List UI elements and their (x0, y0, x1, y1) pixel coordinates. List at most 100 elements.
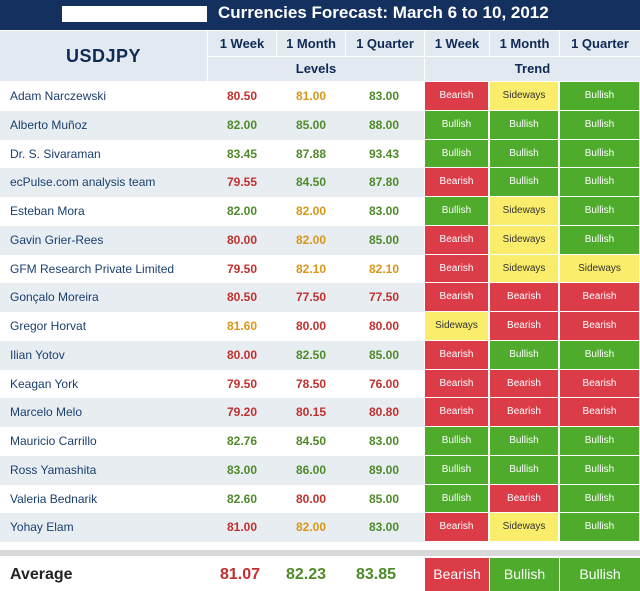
level-value: 82.00 (295, 204, 327, 218)
trend-badge: Bullish (560, 82, 640, 111)
table-row: Gavin Grier-Rees 80.00 82.00 85.00 Bearish Si… (0, 225, 640, 255)
analyst-name: Esteban Mora (10, 204, 85, 218)
trend-badge: Sideways (490, 82, 559, 111)
row-background (0, 369, 424, 399)
trend-badge: Bullish (425, 139, 489, 169)
header-trend-quarter: 1 Quarter (560, 31, 640, 57)
table-row: Adam Narczewski 80.50 81.00 83.00 Bearish Sid… (0, 82, 640, 111)
level-value: 85.00 (368, 232, 400, 247)
average-level-value: 81.07 (219, 566, 261, 583)
analyst-name: Dr. S. Sivaraman (10, 146, 101, 161)
trend-badge: Bullish (490, 168, 559, 197)
analyst-name: Ilian Yotov (10, 347, 65, 362)
trend-badge: Bearish (490, 312, 559, 341)
table-row: Gonçalo Moreira 80.50 77.50 77.50 Bearish Bea… (0, 283, 640, 312)
analyst-name: Yohay Elam (10, 520, 74, 535)
trend-badge: Bullish (560, 225, 640, 255)
level-value: 83.00 (368, 520, 400, 535)
analyst-name: GFM Research Private Limited (10, 261, 175, 276)
level-value: 85.00 (368, 491, 400, 506)
level-value: 77.50 (368, 290, 400, 305)
level-value: 81.00 (295, 89, 327, 103)
level-value: 80.50 (226, 89, 258, 103)
analyst-name: Adam Narczewski (10, 89, 107, 103)
analyst-name: ecPulse.com analysis team (10, 175, 156, 190)
trend-badge: Bearish (425, 369, 489, 399)
level-value: 76.00 (368, 376, 400, 391)
analyst-name: Ross Yamashita (10, 462, 97, 477)
level-value: 81.00 (226, 520, 258, 535)
level-value: 82.50 (295, 347, 327, 362)
trend-badge: Bullish (560, 139, 640, 169)
level-value: 85.00 (295, 117, 327, 132)
level-value: 83.45 (226, 146, 258, 161)
trend-badge: Bearish (425, 168, 489, 197)
level-value: 86.00 (295, 462, 327, 477)
header-levels-month: 1 Month (277, 31, 345, 57)
level-value: 83.00 (226, 462, 258, 477)
trend-badge: Bullish (560, 340, 640, 370)
level-value: 78.50 (295, 376, 327, 391)
level-value: 79.55 (226, 175, 258, 190)
trend-badge: Bearish (425, 513, 489, 542)
level-value: 82.00 (295, 520, 327, 535)
table-row: Ross Yamashita 83.00 86.00 89.00 Bullish Bull… (0, 455, 640, 485)
level-value: 80.00 (368, 319, 400, 333)
level-value: 79.20 (226, 405, 258, 420)
row-background (0, 484, 424, 514)
level-value: 88.00 (368, 117, 400, 132)
trend-badge: Bearish (425, 283, 489, 312)
table-row: Mauricio Carrillo 82.76 84.50 83.00 Bullish B… (0, 427, 640, 456)
row-background (0, 197, 424, 226)
level-value: 89.00 (368, 462, 400, 477)
trend-badge: Bearish (490, 484, 559, 514)
trend-badge: Sideways (490, 513, 559, 542)
average-trend-badge: Bullish (490, 558, 559, 591)
trend-badge: Bearish (560, 398, 640, 427)
table-row: Valeria Bednarik 82.60 80.00 85.00 Bullish Be… (0, 484, 640, 514)
level-value: 77.50 (295, 290, 327, 305)
row-background (0, 168, 424, 197)
forecast-rows: Adam Narczewski 80.50 81.00 83.00 Bearish Sid… (0, 82, 640, 542)
level-value: 82.10 (368, 261, 400, 276)
header-trend: Trend (425, 57, 640, 81)
average-label: Average (10, 566, 73, 583)
level-value: 80.00 (295, 319, 327, 333)
row-background (0, 398, 424, 427)
analyst-name: Gregor Horvat (10, 319, 87, 333)
trend-badge: Bullish (560, 197, 640, 226)
level-value: 83.00 (368, 434, 400, 448)
level-value: 81.60 (226, 319, 258, 333)
trend-badge: Bullish (425, 484, 489, 514)
level-value: 80.80 (368, 405, 400, 420)
average-separator (0, 550, 640, 556)
level-value: 82.10 (295, 261, 327, 276)
analyst-name: Mauricio Carrillo (10, 434, 97, 448)
analyst-name: Gavin Grier-Rees (10, 232, 104, 247)
row-background (0, 513, 424, 542)
table-row: Dr. S. Sivaraman 83.45 87.88 93.43 Bullish Bu… (0, 139, 640, 169)
level-value: 82.00 (226, 204, 258, 218)
trend-badge: Bearish (490, 369, 559, 399)
header-levels-week: 1 Week (208, 31, 276, 57)
level-value: 82.76 (226, 434, 258, 448)
level-value: 80.00 (295, 491, 327, 506)
trend-badge: Bearish (425, 82, 489, 111)
header-divider (208, 56, 640, 57)
level-value: 87.80 (368, 175, 400, 190)
analyst-name: Alberto Muñoz (10, 117, 88, 132)
table-row: Alberto Muñoz 82.00 85.00 88.00 Bullish Bulli… (0, 110, 640, 140)
trend-badge: Bullish (490, 340, 559, 370)
analyst-name: Valeria Bednarik (10, 491, 98, 506)
page-title: Currencies Forecast: March 6 to 10, 2012 (218, 3, 549, 22)
level-value: 82.00 (295, 232, 327, 247)
row-background (0, 254, 424, 284)
level-value: 82.60 (226, 491, 258, 506)
title-banner: Currencies Forecast: March 6 to 10, 2012 (0, 0, 640, 30)
row-background (0, 340, 424, 370)
trend-badge: Bullish (560, 427, 640, 456)
trend-badge: Bullish (560, 110, 640, 140)
header-trend-month: 1 Month (490, 31, 559, 57)
table-row: Marcelo Melo 79.20 80.15 80.80 Bearish Bearis… (0, 398, 640, 427)
